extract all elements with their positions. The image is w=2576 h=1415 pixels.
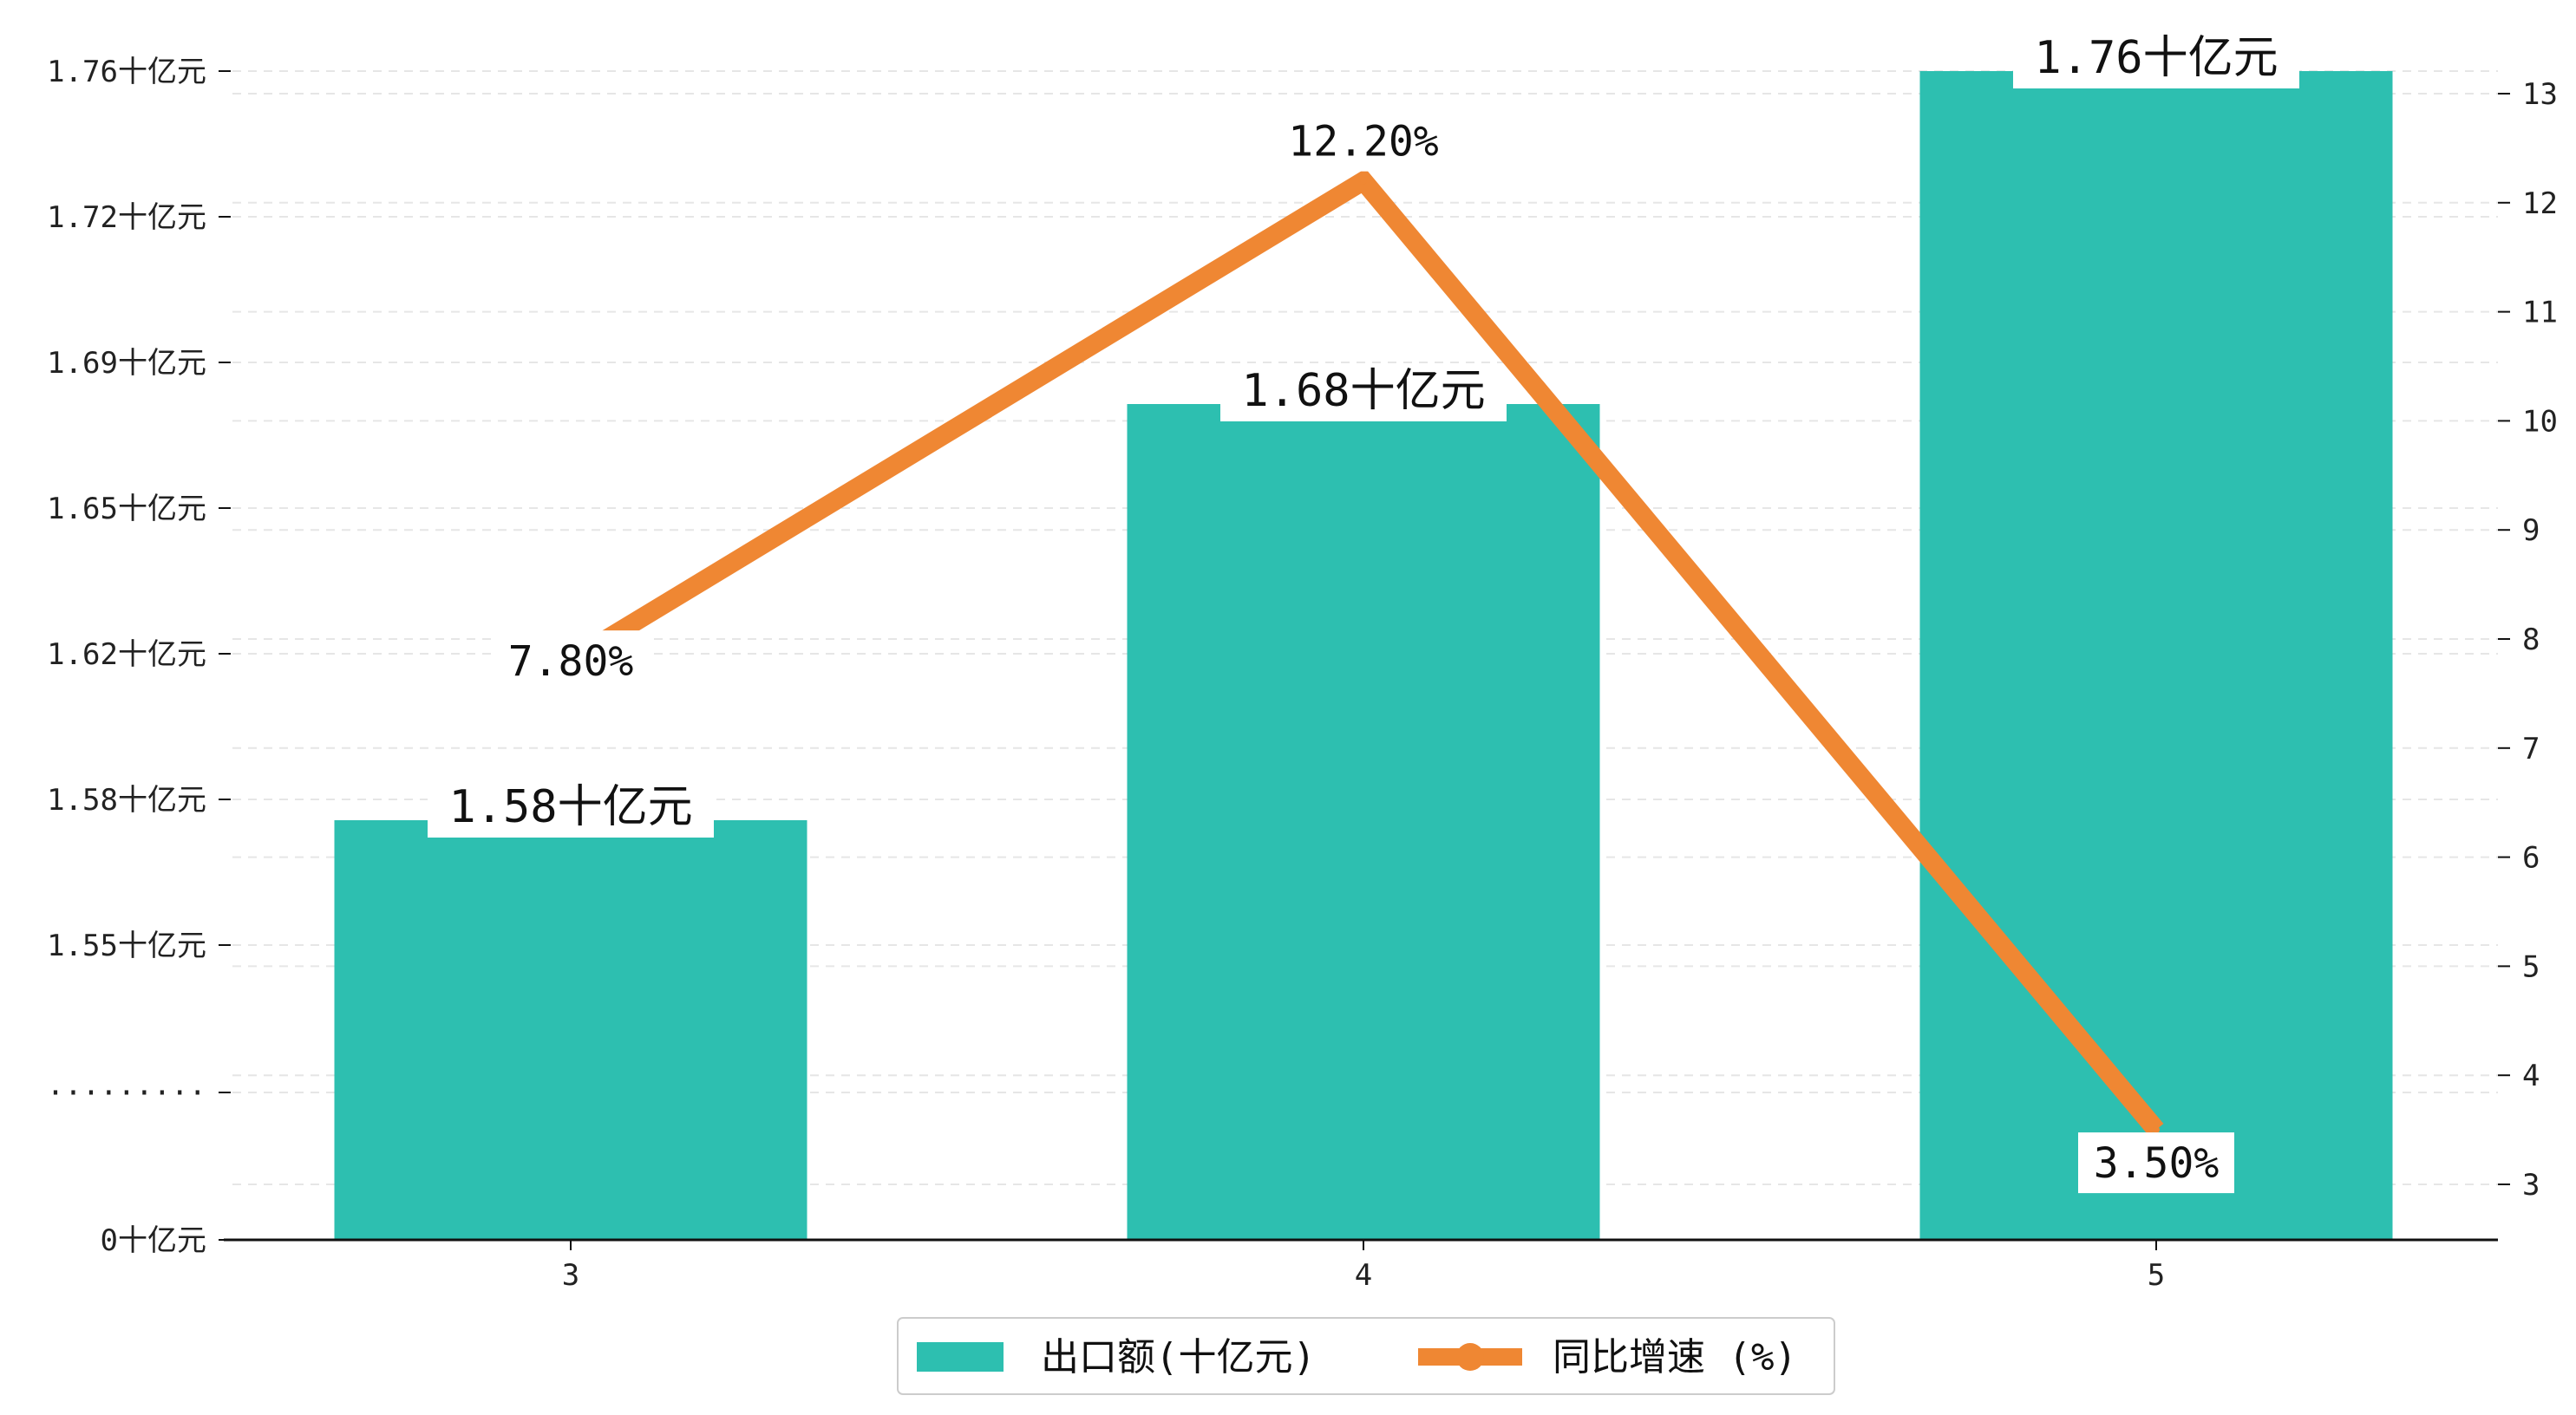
x-axis-tick-label: 5 [2148,1258,2165,1293]
bar [1919,71,2393,1240]
x-axis-tick-label: 4 [1355,1258,1372,1293]
bar-value-label: 1.68十亿元 [1241,365,1485,417]
bar-label-bg [428,782,714,838]
line-label-bg [493,630,649,692]
bar-label-bg [2013,33,2299,88]
left-axis-tick-label: 1.76十亿元 [47,55,206,89]
left-axis-tick-label: 1.65十亿元 [47,492,206,526]
growth-point [1360,177,1367,185]
right-axis-tick-label: 8 [2522,623,2540,657]
line-value-label: 3.50% [2094,1139,2220,1188]
left-axis-tick-label: 1.55十亿元 [47,929,206,963]
left-axis-tick-label: 0十亿元 [101,1223,206,1258]
bar-value-label: 1.76十亿元 [2034,32,2278,84]
right-axis-tick-label: 11 [2522,296,2558,330]
line-label-bg [2078,1132,2234,1194]
bar-label-bg [1220,366,1507,421]
right-axis-tick-label: 5 [2522,949,2540,984]
right-axis-tick-label: 12 [2522,186,2558,221]
legend-box [897,1317,1835,1395]
line-value-label: 7.80% [508,637,634,686]
line-value-label: 12.20% [1288,118,1438,166]
left-axis-tick-label: ········· [47,1076,206,1111]
x-axis-tick-label: 3 [562,1258,579,1293]
right-axis-tick-label: 6 [2522,841,2540,876]
left-axis-tick-label: 1.69十亿元 [47,346,206,381]
right-axis-tick-label: 3 [2522,1168,2540,1203]
left-axis-tick-label: 1.58十亿元 [47,783,206,818]
right-axis-tick-label: 7 [2522,732,2540,766]
line-label-bg [1285,110,1442,172]
legend-line-marker [1456,1343,1484,1371]
left-axis-tick-label: 1.72十亿元 [47,200,206,235]
bar [334,820,807,1240]
right-axis-tick-label: 13 [2522,77,2558,112]
growth-point [2153,1126,2160,1134]
legend-bar-label: 出口额(十亿元) [1041,1335,1316,1379]
legend-bar-swatch [917,1342,1004,1372]
legend-line-label: 同比增速 (%) [1553,1335,1797,1379]
bar [1127,404,1600,1240]
right-axis-tick-label: 4 [2522,1059,2540,1093]
right-axis-tick-label: 9 [2522,513,2540,548]
left-axis-tick-label: 1.62十亿元 [47,637,206,672]
right-axis-tick-label: 10 [2522,404,2558,439]
bar-value-label: 1.58十亿元 [448,781,692,833]
